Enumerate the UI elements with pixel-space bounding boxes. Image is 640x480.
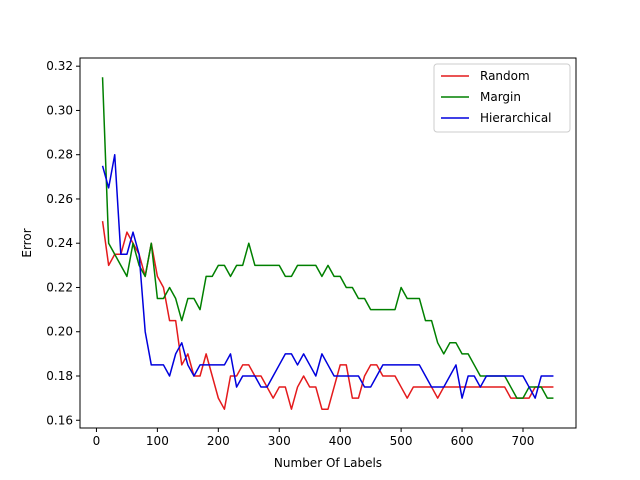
x-tick-label: 0 bbox=[93, 434, 101, 448]
legend: Random Margin Hierarchical bbox=[433, 63, 571, 133]
y-tick-label: 0.28 bbox=[46, 148, 73, 162]
y-axis-label: Error bbox=[20, 228, 34, 257]
y-tick-label: 0.24 bbox=[46, 236, 73, 250]
y-tick-label: 0.16 bbox=[46, 413, 73, 427]
legend-label-random: Random bbox=[480, 69, 530, 83]
series-layer bbox=[101, 77, 554, 410]
x-tick-label: 300 bbox=[268, 434, 291, 448]
y-tick-label: 0.18 bbox=[46, 369, 73, 383]
y-tick-label: 0.26 bbox=[46, 192, 73, 206]
legend-label-margin: Margin bbox=[480, 90, 521, 104]
x-axis-ticks: 0 100 200 300 400 500 600 700 bbox=[93, 428, 535, 448]
x-tick-label: 400 bbox=[329, 434, 352, 448]
y-tick-label: 0.20 bbox=[46, 325, 73, 339]
y-tick-label: 0.22 bbox=[46, 280, 73, 294]
x-tick-label: 200 bbox=[207, 434, 230, 448]
x-tick-label: 700 bbox=[512, 434, 535, 448]
x-tick-label: 500 bbox=[390, 434, 413, 448]
y-tick-label: 0.30 bbox=[46, 103, 73, 117]
legend-label-hierarchical: Hierarchical bbox=[480, 111, 552, 125]
series-line-hierarchical bbox=[101, 153, 554, 399]
series-line-margin bbox=[101, 77, 554, 399]
x-tick-label: 100 bbox=[146, 434, 169, 448]
x-tick-label: 600 bbox=[451, 434, 474, 448]
series-line-random bbox=[101, 220, 554, 410]
legend-frame bbox=[433, 63, 571, 133]
x-axis-label: Number Of Labels bbox=[274, 456, 382, 470]
y-tick-label: 0.32 bbox=[46, 59, 73, 73]
y-axis-ticks: 0.16 0.18 0.20 0.22 0.24 0.26 0.28 0.30 0.32 bbox=[46, 59, 80, 427]
